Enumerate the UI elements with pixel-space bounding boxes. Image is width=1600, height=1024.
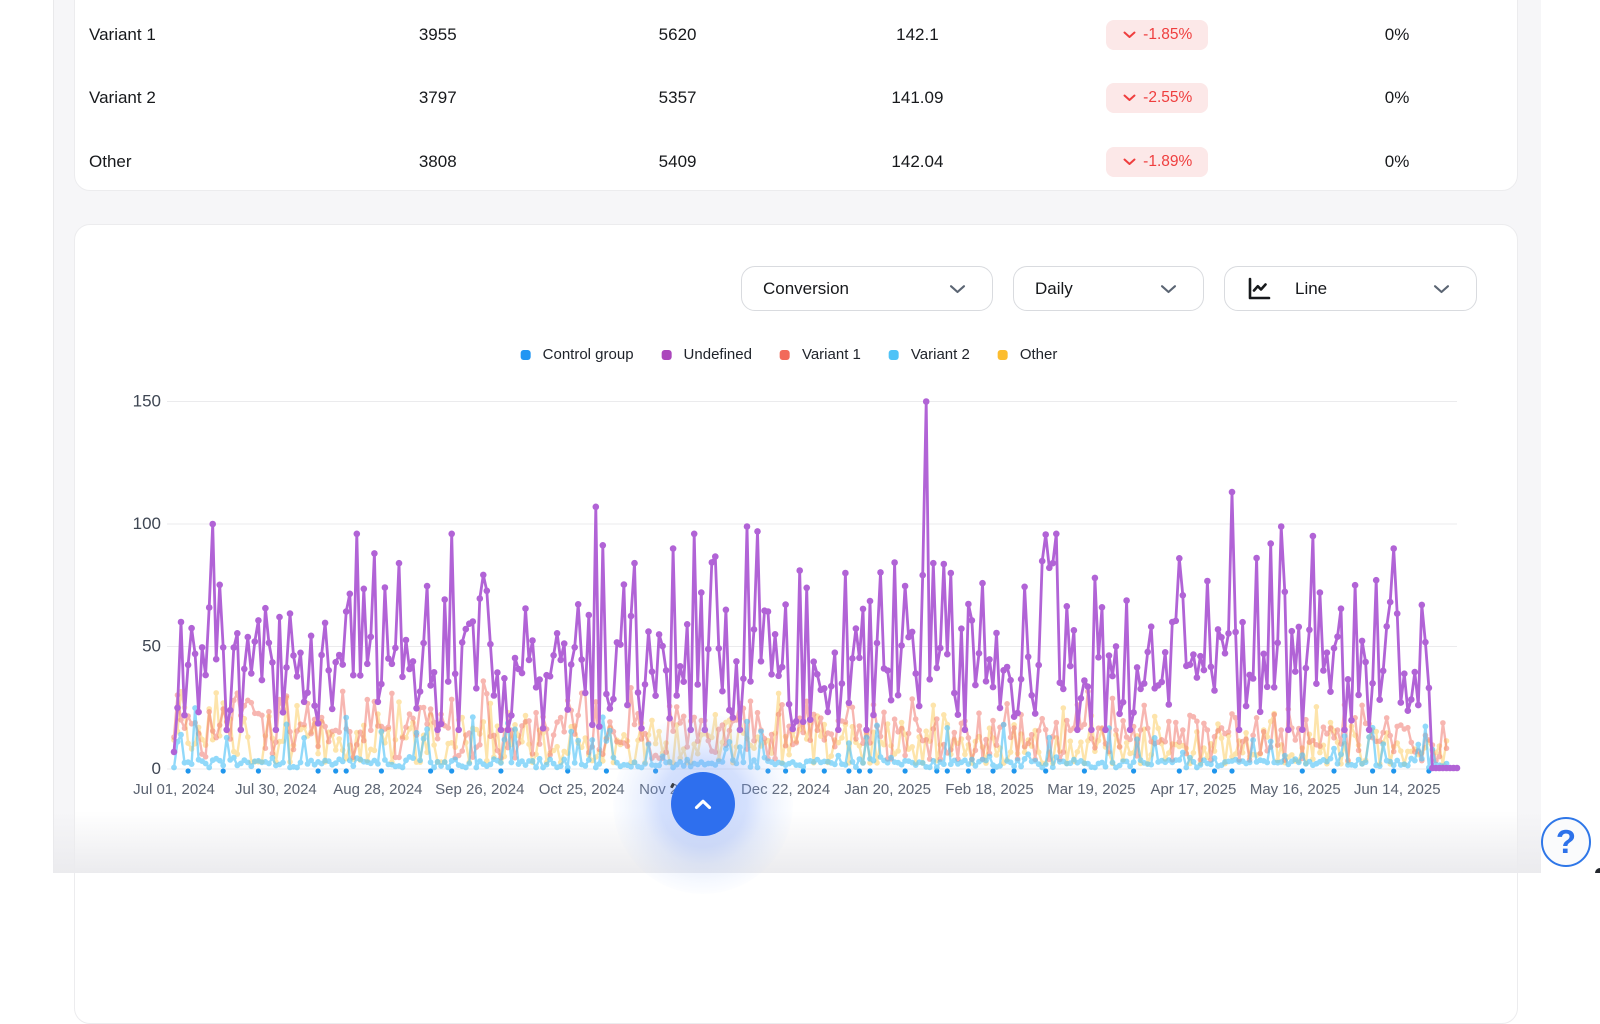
svg-text:150: 150 — [133, 392, 161, 411]
svg-text:0: 0 — [152, 759, 161, 778]
svg-text:Jul 01, 2024: Jul 01, 2024 — [133, 781, 215, 798]
svg-text:Feb 18, 2025: Feb 18, 2025 — [945, 781, 1033, 798]
svg-text:50: 50 — [142, 637, 161, 656]
svg-text:May 16, 2025: May 16, 2025 — [1250, 781, 1341, 798]
svg-text:Oct 25, 2024: Oct 25, 2024 — [539, 781, 625, 798]
svg-text:Apr 17, 2025: Apr 17, 2025 — [1150, 781, 1236, 798]
svg-text:Aug 28, 2024: Aug 28, 2024 — [333, 781, 422, 798]
svg-text:Jan 20, 2025: Jan 20, 2025 — [844, 781, 931, 798]
svg-text:Jun 14, 2025: Jun 14, 2025 — [1354, 781, 1441, 798]
svg-text:Dec 22, 2024: Dec 22, 2024 — [741, 781, 830, 798]
svg-text:Sep 26, 2024: Sep 26, 2024 — [435, 781, 524, 798]
svg-text:Jul 30, 2024: Jul 30, 2024 — [235, 781, 317, 798]
svg-text:Mar 19, 2025: Mar 19, 2025 — [1047, 781, 1135, 798]
svg-text:100: 100 — [133, 514, 161, 533]
